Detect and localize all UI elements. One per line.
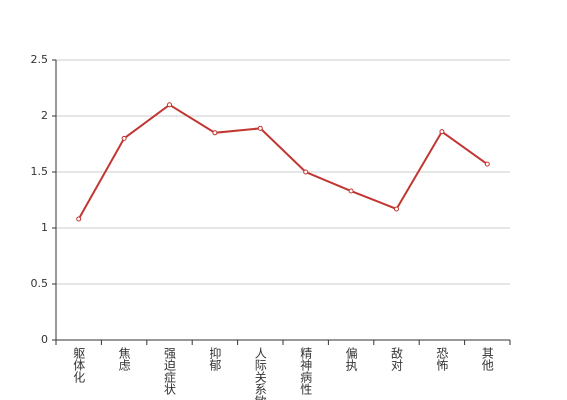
- data-point: [303, 169, 309, 175]
- x-tick-label: 恐怖: [435, 347, 449, 371]
- x-tick-label: 偏执: [344, 346, 358, 372]
- x-tick-label: 躯体化: [72, 346, 86, 384]
- y-tick-label: 2.5: [31, 53, 49, 66]
- y-tick-label: 0.5: [31, 277, 49, 290]
- x-tick-label: 其他: [480, 347, 494, 371]
- data-point: [439, 129, 445, 135]
- data-point: [121, 135, 127, 141]
- x-tick-label: 强迫症状: [163, 347, 177, 395]
- x-tick-label: 抑郁: [208, 346, 222, 372]
- data-point: [394, 206, 399, 212]
- data-point: [484, 161, 490, 167]
- data-point: [212, 130, 218, 136]
- data-point: [348, 188, 354, 194]
- y-tick-label: 1: [41, 221, 48, 234]
- data-point: [257, 125, 263, 131]
- series-line: [77, 103, 488, 220]
- x-tick-label: 人际关系敏感: [253, 347, 267, 400]
- y-tick-label: 0: [41, 333, 48, 346]
- x-tick-label: 敌对: [390, 346, 404, 371]
- y-tick-label: 1.5: [31, 165, 49, 178]
- data-point: [167, 102, 172, 108]
- y-tick-label: 2: [41, 109, 48, 122]
- x-tick-label: 焦虑: [117, 347, 131, 371]
- x-tick-label: 精神病性: [299, 347, 313, 396]
- data-point: [76, 216, 82, 222]
